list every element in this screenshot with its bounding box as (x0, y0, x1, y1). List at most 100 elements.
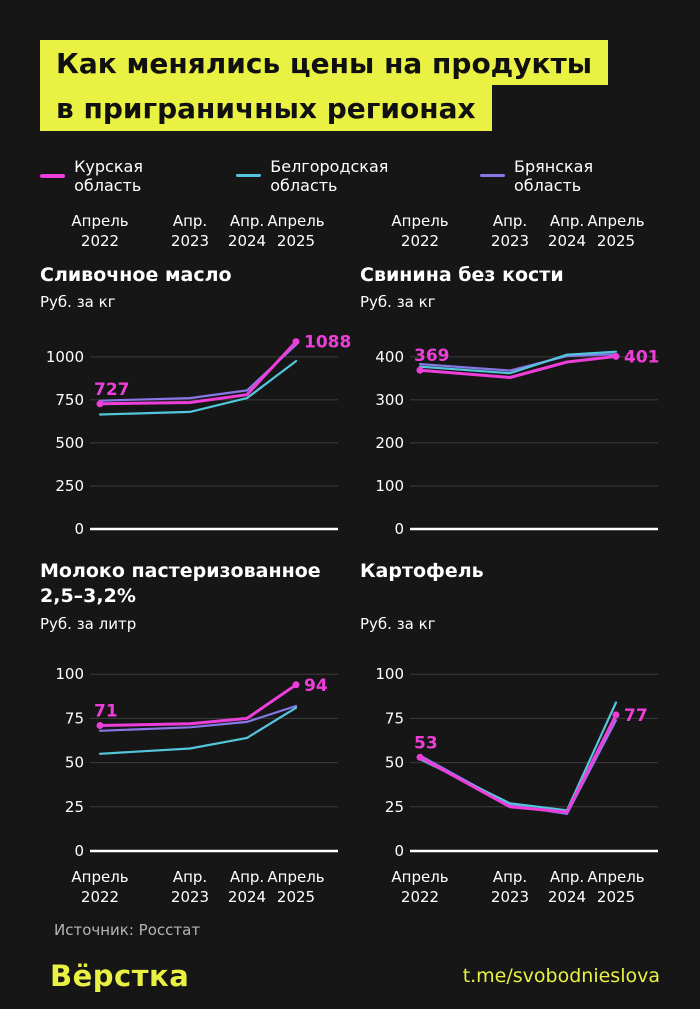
title-box: Как менялись цены на продукты в приграни… (40, 40, 660, 131)
y-tick-label: 25 (65, 798, 84, 816)
y-tick-label: 500 (55, 434, 84, 452)
x-axis-label: Апр. 2023 (170, 211, 210, 251)
start-value-label: 369 (414, 346, 450, 366)
end-value-label: 94 (304, 676, 328, 696)
x-axis-label: Апр. 2023 (490, 211, 530, 251)
x-axis-row-bottom: Апрель 2022 Апр. 2023 Апр. 2024 Апрель 2025 Апре… (40, 867, 660, 913)
start-point-marker (96, 721, 104, 729)
y-tick-label: 50 (385, 753, 404, 771)
chart-plot: 0 25 50 75 100 71 94 (55, 665, 338, 860)
page-title-line-1: Как менялись цены на продукты (40, 40, 609, 86)
legend-item-bryanskaya: Брянская область (479, 156, 660, 195)
legend-swatch-bryanskaya-icon (479, 174, 505, 178)
end-point-marker (612, 352, 620, 360)
x-axis-label: Апрель 2025 (587, 211, 645, 251)
chart-unit-label: Руб. за кг (40, 292, 116, 311)
chart-unit-label: Руб. за литр (40, 614, 137, 633)
series-line-kurskaya (418, 354, 618, 379)
start-point-marker (96, 400, 104, 408)
x-axis-label: Апр. 2024 (547, 867, 587, 907)
x-axis-column: Апрель 2022 Апр. 2023 Апр. 2024 Апрель 2025 (40, 211, 340, 257)
legend-swatch-belgorodskaya-icon (236, 174, 262, 178)
x-axis-row-top: Апрель 2022 Апр. 2023 Апр. 2024 Апрель 2025 Апре… (40, 211, 660, 257)
x-axis-label: Апрель 2022 (391, 867, 449, 907)
x-axis-label: Апр. 2024 (227, 211, 267, 251)
chart-block-2: Свинина без кости Руб. за кг 0 100 200 300 400… (360, 263, 660, 545)
page-title-line-2: в приграничных регионах (40, 85, 492, 131)
end-value-label: 1088 (304, 332, 351, 352)
y-tick-label: 0 (394, 842, 404, 860)
end-value-label: 401 (624, 347, 660, 367)
legend: Курская область Белгородская область Брянс… (40, 157, 660, 195)
start-point-marker (416, 753, 424, 761)
start-value-label: 53 (414, 733, 438, 753)
legend-item-belgorodskaya: Белгородская область (236, 157, 454, 195)
y-tick-label: 1000 (46, 348, 84, 366)
series-line-belgorodskaya (98, 706, 298, 755)
chart-title: Картофель (360, 559, 484, 582)
x-axis-label: Апр. 2024 (227, 867, 267, 907)
y-tick-label: 25 (385, 798, 404, 816)
y-tick-label: 100 (375, 477, 404, 495)
legend-label: Брянская область (514, 156, 594, 195)
start-value-label: 71 (94, 701, 118, 721)
y-tick-label: 0 (394, 520, 404, 538)
end-point-marker (292, 337, 300, 345)
y-tick-label: 400 (375, 348, 404, 366)
source-note: Источник: Росстат (54, 920, 201, 939)
x-axis-label: Апрель 2022 (391, 211, 449, 251)
legend-label: Белгородская область (270, 156, 389, 195)
start-value-label: 727 (94, 380, 130, 400)
logo: Вёрстка (50, 958, 190, 993)
legend-item-kurskaya: Курская область (40, 157, 210, 195)
end-value-label: 77 (624, 706, 648, 726)
y-tick-label: 75 (65, 709, 84, 727)
y-tick-label: 75 (385, 709, 404, 727)
end-point-marker (612, 711, 620, 719)
series-line-kurskaya (98, 339, 298, 406)
y-tick-label: 50 (65, 753, 84, 771)
y-tick-label: 0 (74, 520, 84, 538)
start-point-marker (416, 366, 424, 374)
series-line-kurskaya (418, 713, 618, 814)
x-axis-label: Апрель 2022 (71, 867, 129, 907)
y-tick-label: 0 (74, 842, 84, 860)
x-axis-column: Апрель 2022 Апр. 2023 Апр. 2024 Апрель 2025 (360, 211, 660, 257)
y-tick-label: 750 (55, 391, 84, 409)
x-axis-label: Апрель 2025 (267, 211, 325, 251)
x-axis-label: Апрель 2025 (267, 867, 325, 907)
series-line-bryanskaya (98, 704, 298, 732)
y-tick-label: 100 (375, 665, 404, 683)
chart-block-1: Сливочное масло Руб. за кг 0 250 500 750 1000 7… (40, 263, 352, 545)
telegram-link[interactable]: t.me/svobodnieslova (462, 964, 660, 987)
legend-swatch-kurskaya-icon (40, 173, 66, 178)
chart-unit-label: Руб. за кг (360, 292, 436, 311)
x-axis-label: Апр. 2023 (170, 867, 210, 907)
x-axis-column: Апрель 2022 Апр. 2023 Апр. 2024 Апрель 2025 (360, 867, 660, 913)
chart-title: Молоко пастеризованное 2,5–3,2% (40, 559, 321, 608)
x-axis-column: Апрель 2022 Апр. 2023 Апр. 2024 Апрель 2025 (40, 867, 340, 913)
y-tick-label: 250 (55, 477, 84, 495)
chart-title: Сливочное масло (40, 263, 232, 286)
chart-plot: 0 250 500 750 1000 727 1088 (46, 332, 352, 538)
x-axis-label: Апрель 2025 (587, 867, 645, 907)
end-point-marker (292, 681, 300, 689)
footer: Вёрстка t.me/svobodnieslova (40, 959, 660, 993)
series-line-belgorodskaya (418, 350, 618, 375)
chart-plot: 0 25 50 75 100 53 77 (375, 665, 658, 860)
y-tick-label: 100 (55, 665, 84, 683)
y-tick-label: 300 (375, 391, 404, 409)
y-tick-label: 200 (375, 434, 404, 452)
chart-plot: 0 100 200 300 400 369 401 (375, 346, 660, 538)
chart-unit-label: Руб. за кг (360, 614, 436, 633)
chart-title: Свинина без кости (360, 263, 564, 286)
chart-block-3: Молоко пастеризованное 2,5–3,2% Руб. за л… (40, 559, 340, 867)
charts-grid: Сливочное масло Руб. за кг 0 250 500 750 1000 7… (40, 263, 660, 867)
legend-label: Курская область (74, 156, 143, 195)
x-axis-label: Апр. 2023 (490, 867, 530, 907)
x-axis-label: Апр. 2024 (547, 211, 587, 251)
x-axis-label: Апрель 2022 (71, 211, 129, 251)
series-line-belgorodskaya (98, 359, 298, 416)
series-line-kurskaya (98, 683, 298, 727)
